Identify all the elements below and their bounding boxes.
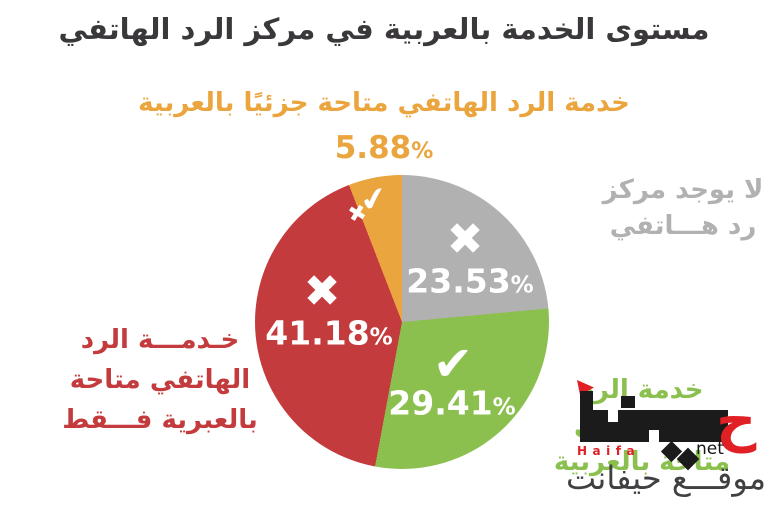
label-line: رد هـــاتفي (609, 211, 757, 241)
pie-chart (255, 175, 549, 469)
percent-partial: 5.88% (334, 130, 434, 166)
label-line: متاحة بالعربية (553, 447, 731, 477)
label-no-call-center: لا يوجد مركز رد هـــاتفي (600, 172, 766, 244)
haifanet-logo-letter: ح (716, 389, 757, 454)
percent-arabic-available: 29.41% (388, 383, 516, 423)
haifanet-logo-latin: Haifa (577, 444, 641, 458)
label-line: لا يوجد مركز (602, 175, 764, 205)
x-icon-hebrew-only: ✖ (303, 266, 341, 317)
haifanet-logo-net: net (696, 439, 724, 459)
chart-title: مستوى الخدمة بالعربية في مركز الرد الهات… (58, 12, 710, 46)
label-hebrew-only: خـدمـــة الرد الهاتفي متاحة بالعبرية فــ… (52, 320, 268, 440)
percent-hebrew-only: 41.18% (265, 313, 393, 353)
label-line: خـدمـــة الرد (80, 325, 240, 355)
watermark-site-text: موقـــع حيفانت (566, 459, 766, 497)
label-line: الهاتفي متاحة (69, 365, 251, 395)
haifanet-logo-notch (608, 410, 618, 422)
label-partial-arabic: خدمة الرد الهاتفي متاحة جزئيًا بالعربية (138, 88, 630, 118)
percent-no-call-center: 23.53% (406, 261, 534, 301)
haifanet-logo-dot (621, 396, 635, 408)
haifanet-logo-notch (649, 430, 659, 442)
check-icon-arabic-available: ✔ (432, 336, 474, 392)
label-line: بالعبرية فـــقط (62, 405, 258, 435)
label-line: خدمة الرد (580, 375, 704, 405)
x-icon-no-call-center: ✖ (446, 214, 484, 265)
